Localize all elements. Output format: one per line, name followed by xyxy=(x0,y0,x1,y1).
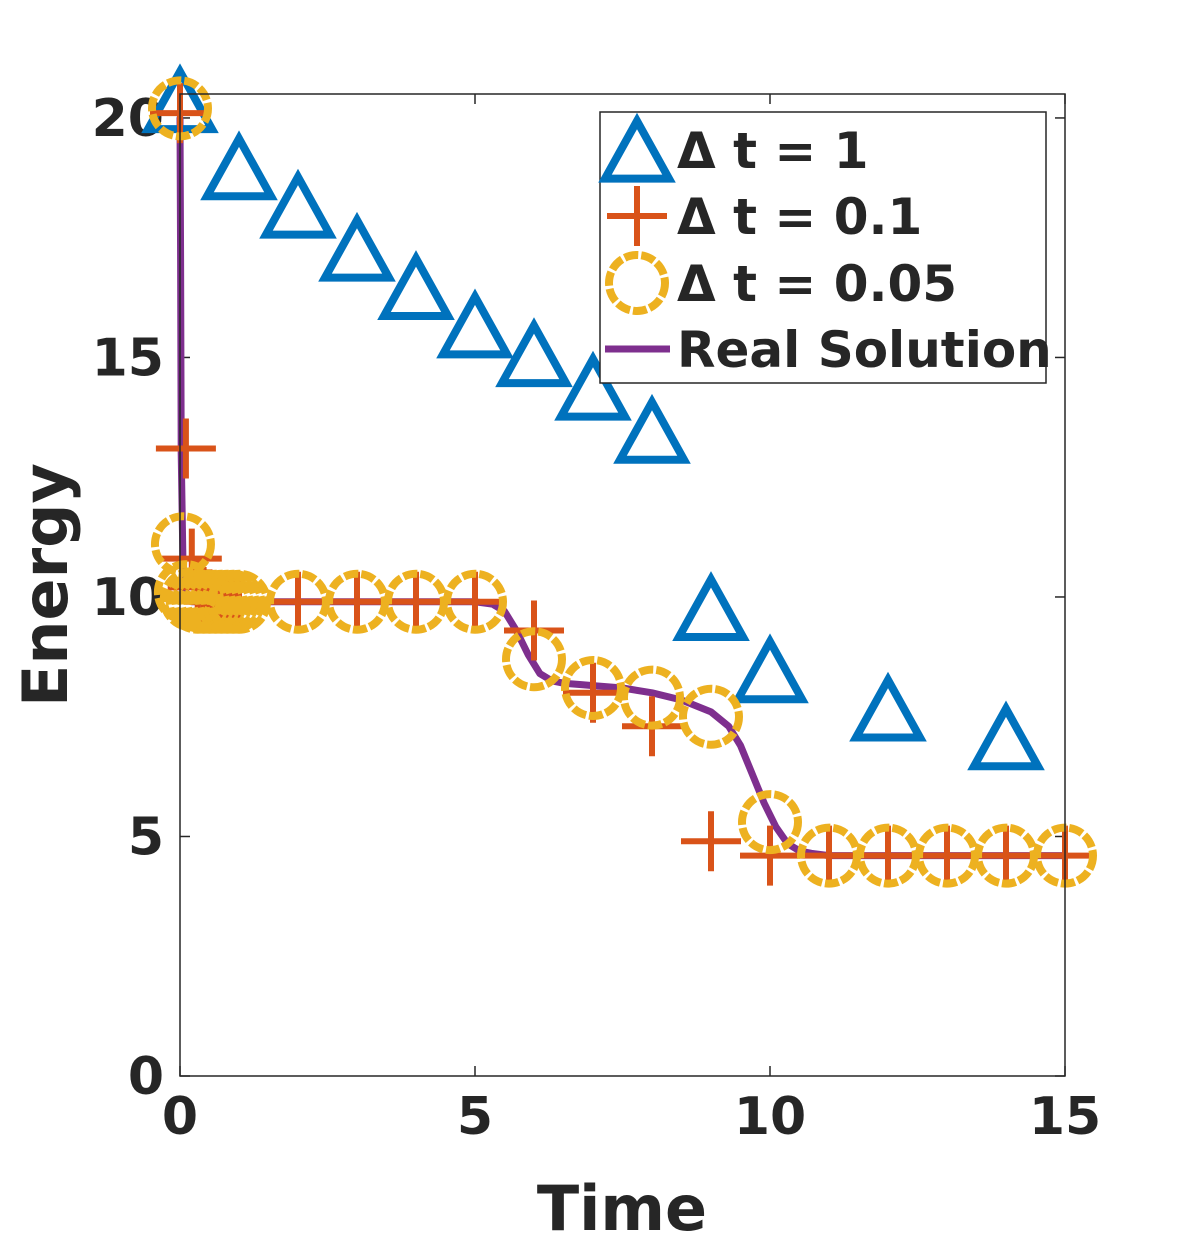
triangle-point xyxy=(554,350,632,421)
plus-point xyxy=(976,825,1036,886)
triangle-point xyxy=(377,250,455,320)
series-triangle xyxy=(141,63,1045,771)
y-axis-label: Energy xyxy=(9,463,82,707)
plus-point xyxy=(740,825,800,886)
y-tick-label: 15 xyxy=(92,328,164,388)
plus-point xyxy=(386,571,446,632)
plus-point xyxy=(155,418,216,479)
axes-box xyxy=(179,93,1066,1077)
y-tick-label: 5 xyxy=(128,807,164,867)
triangle-point xyxy=(259,168,337,239)
circle-point xyxy=(679,684,743,749)
plus-point xyxy=(327,571,387,632)
circle-point xyxy=(561,655,625,720)
y-tick-label: 0 xyxy=(128,1047,164,1107)
triangle-point xyxy=(849,671,927,742)
x-tick-label: 5 xyxy=(457,1087,493,1147)
x-tick-label: 10 xyxy=(734,1087,806,1147)
legend-swatch-plus xyxy=(607,186,667,246)
legend-label: Real Solution xyxy=(677,321,1052,379)
x-tick-label: 0 xyxy=(162,1087,198,1147)
circle-point xyxy=(502,627,566,692)
legend-label: Δ t = 1 xyxy=(677,122,869,180)
x-axis-label: Time xyxy=(537,1172,707,1244)
triangle-point xyxy=(200,130,278,201)
legend-swatch-triangle xyxy=(598,112,676,183)
circle-point xyxy=(738,790,802,855)
plus-point xyxy=(445,571,505,632)
legend-swatch-circle xyxy=(605,251,669,315)
plus-point xyxy=(917,825,977,886)
triangle-point xyxy=(967,700,1045,771)
triangle-point xyxy=(613,393,691,464)
triangle-point xyxy=(495,317,573,388)
legend-label: Δ t = 0.1 xyxy=(677,188,922,246)
legend-label: Δ t = 0.05 xyxy=(677,255,957,313)
legend-box xyxy=(599,111,1047,384)
x-tick-label: 15 xyxy=(1029,1087,1101,1147)
triangle-point xyxy=(672,571,750,641)
legend: Δ t = 1 Δ t = 0.1 Δ t = 0.05 Real Solution xyxy=(598,111,1052,384)
plus-point xyxy=(268,571,328,632)
plus-point xyxy=(681,811,741,872)
triangle-point xyxy=(731,633,809,704)
triangle-point xyxy=(318,211,396,282)
circle-point xyxy=(620,665,684,730)
y-tick-label: 10 xyxy=(92,568,164,628)
circle-point xyxy=(443,569,507,634)
triangle-point xyxy=(436,288,514,359)
plus-point xyxy=(799,825,859,886)
plus-point xyxy=(858,825,918,886)
